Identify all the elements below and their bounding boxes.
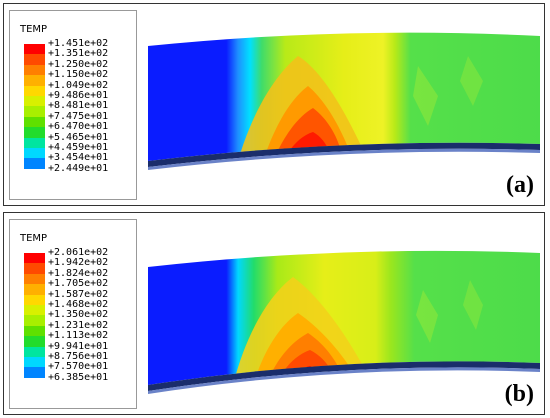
legend-swatch <box>24 263 45 274</box>
legend-title: TEMP <box>20 24 48 35</box>
rail-highlight <box>148 148 540 170</box>
legend-value: +1.049e+02 <box>48 79 109 91</box>
legend-swatch <box>24 127 45 138</box>
legend-value: +8.481e+01 <box>48 100 109 112</box>
legend-swatch <box>24 116 45 128</box>
legend-value: +1.705e+02 <box>48 278 109 290</box>
legend-value: +6.470e+01 <box>48 121 109 133</box>
legend-labels: +1.451e+02 +1.351e+02 +1.250e+02 +1.150e… <box>48 38 109 174</box>
legend-swatch <box>24 325 45 337</box>
legend-title: TEMP <box>20 233 48 244</box>
legend-value: +7.570e+01 <box>48 361 109 373</box>
legend-value: +1.942e+02 <box>48 257 109 269</box>
legend-swatch <box>24 315 45 326</box>
legend-value: +1.451e+02 <box>48 38 109 49</box>
legend-labels: +2.061e+02 +1.942e+02 +1.824e+02 +1.705e… <box>48 247 109 383</box>
legend-swatch <box>24 54 45 65</box>
legend-swatch <box>24 44 45 55</box>
legend-value: +1.351e+02 <box>48 48 109 60</box>
legend-swatch <box>24 294 45 305</box>
legend-value: +2.061e+02 <box>48 247 109 258</box>
temp-legend: TEMP +2.061e+02 +1.942e+02 +1.824e+02 +1… <box>9 219 137 409</box>
legend-swatch <box>24 367 45 378</box>
legend-swatch <box>24 85 45 96</box>
rail-edge <box>148 142 540 167</box>
legend-value: +1.587e+02 <box>48 288 109 300</box>
legend-swatch <box>24 158 45 169</box>
legend-swatch <box>24 336 45 347</box>
legend-swatches <box>24 253 45 378</box>
panel-label: (a) <box>506 172 534 198</box>
legend-swatch <box>24 95 45 107</box>
legend-swatch <box>24 273 45 285</box>
legend-value: +4.459e+01 <box>48 141 109 153</box>
legend-swatch <box>24 304 45 316</box>
panel-b: TEMP +2.061e+02 +1.942e+02 +1.824e+02 +1… <box>3 212 545 415</box>
legend-value: +8.756e+01 <box>48 350 109 362</box>
temp-legend: TEMP +1.451e+02 +1.351e+02 +1.250e+02 +1… <box>9 10 137 200</box>
temperature-contour-plot <box>148 250 540 394</box>
legend-value: +1.231e+02 <box>48 319 109 331</box>
legend-value: +1.250e+02 <box>48 58 109 70</box>
rail-edge <box>148 361 540 391</box>
legend-swatch <box>24 137 45 148</box>
legend-swatch <box>24 346 45 357</box>
legend-value: +1.468e+02 <box>48 298 109 310</box>
panel-label: (b) <box>504 381 534 407</box>
legend-swatch <box>24 356 45 368</box>
rail-highlight <box>148 367 540 394</box>
legend-value: +7.475e+01 <box>48 110 109 122</box>
legend-swatch <box>24 75 45 86</box>
legend-swatch <box>24 284 45 295</box>
legend-value: +6.385e+01 <box>48 371 109 383</box>
temperature-contour-plot <box>148 32 540 170</box>
legend-value: +1.113e+02 <box>48 330 109 342</box>
legend-value: +1.824e+02 <box>48 267 109 279</box>
legend-swatch <box>24 253 45 264</box>
legend-value: +9.486e+01 <box>48 89 109 101</box>
legend-value: +9.941e+01 <box>48 340 109 352</box>
legend-swatch <box>24 64 45 76</box>
legend-value: +3.454e+01 <box>48 152 109 164</box>
legend-swatch <box>24 106 45 117</box>
legend-value: +5.465e+01 <box>48 131 109 143</box>
legend-value: +2.449e+01 <box>48 162 109 174</box>
legend-value: +1.150e+02 <box>48 69 109 81</box>
legend-swatches <box>24 44 45 169</box>
panel-a: TEMP +1.451e+02 +1.351e+02 +1.250e+02 +1… <box>3 3 545 206</box>
legend-value: +1.350e+02 <box>48 309 109 321</box>
legend-swatch <box>24 147 45 159</box>
